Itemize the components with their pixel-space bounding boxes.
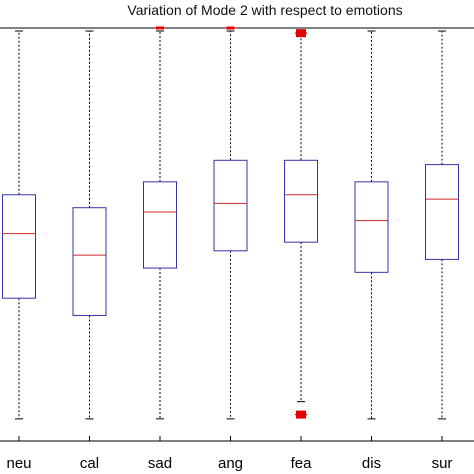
- chart-title: Variation of Mode 2 with respect to emot…: [127, 2, 403, 18]
- box-cal: [72, 30, 107, 420]
- box-fea: [284, 29, 318, 419]
- x-tick-label: ang: [218, 455, 243, 472]
- boxes-layer: [2, 26, 459, 420]
- box-iqr: [213, 159, 248, 252]
- x-tick-label: cal: [80, 455, 99, 472]
- box-sur: [425, 30, 459, 420]
- box-iqr: [284, 159, 318, 243]
- x-axis: neu cal sad ang fea dis sur: [6, 436, 452, 472]
- x-tick-label: fea: [291, 455, 313, 472]
- x-tick-label: neu: [6, 455, 31, 472]
- x-tick-label: dis: [362, 455, 381, 472]
- box-iqr: [425, 164, 459, 260]
- box-iqr: [354, 181, 389, 273]
- box-iqr: [2, 194, 36, 299]
- box-sad: [143, 26, 177, 420]
- box-dis: [354, 30, 389, 420]
- box-neu: [2, 30, 36, 420]
- box-iqr: [72, 207, 107, 316]
- box-iqr: [143, 181, 177, 269]
- x-tick-label: sur: [432, 455, 453, 472]
- x-tick-label: sad: [148, 455, 172, 472]
- box-ang: [213, 26, 248, 420]
